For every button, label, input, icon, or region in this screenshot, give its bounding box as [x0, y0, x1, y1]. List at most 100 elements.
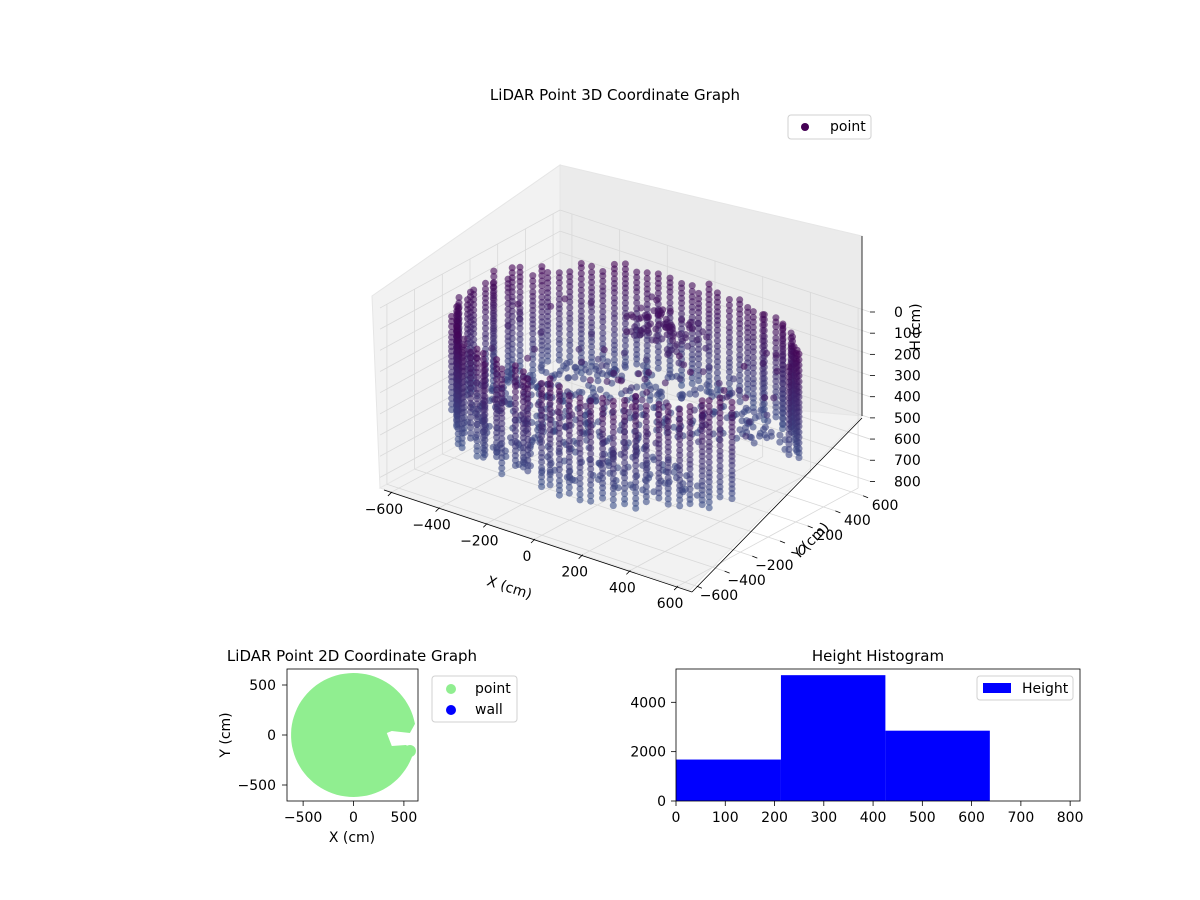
point-3d: [481, 367, 489, 375]
point-3d: [538, 432, 546, 440]
point-3d: [529, 282, 537, 290]
point-3d: [736, 377, 744, 385]
point-3d: [599, 394, 607, 402]
point-3d: [566, 319, 574, 327]
plot3d-points: [448, 260, 803, 512]
point-3d: [599, 323, 607, 331]
point-3d: [467, 379, 475, 387]
point-3d: [524, 456, 532, 464]
x-tick-label: 0: [523, 549, 532, 565]
point-3d: [677, 394, 685, 402]
point-3d: [699, 328, 707, 336]
point-3d: [725, 296, 733, 303]
point-3d: [642, 356, 650, 364]
point-3d: [759, 332, 767, 340]
point-3d: [555, 429, 563, 437]
point-3d: [473, 421, 481, 429]
point-3d: [785, 378, 793, 386]
point-3d: [713, 321, 721, 329]
point-3d: [587, 492, 595, 500]
point-3d: [750, 408, 758, 416]
point-3d: [725, 349, 733, 356]
x-tick-label: 0: [672, 810, 681, 826]
point-3d: [795, 433, 803, 441]
point-3d: [565, 402, 573, 410]
y-tick-label: −600: [700, 588, 738, 604]
point-3d: [702, 344, 710, 352]
point-3d: [529, 306, 537, 314]
point-3d: [655, 454, 663, 462]
point-3d: [538, 351, 546, 359]
point-3d: [473, 389, 481, 397]
x-tick-mark: [387, 491, 393, 497]
plot3d-xticks: −600 −400 −200 0 200 400 600: [365, 491, 683, 612]
point-3d: [795, 408, 803, 416]
y-tick-label: 2000: [630, 745, 666, 761]
point-3d: [759, 360, 767, 367]
point-3d: [654, 359, 662, 366]
point-3d: [628, 384, 635, 392]
point-3d: [725, 307, 733, 315]
point-3d: [643, 342, 651, 350]
point-3d: [609, 484, 617, 492]
point-3d: [664, 423, 672, 431]
point-3d: [713, 347, 721, 355]
point-3d: [716, 441, 724, 449]
point-3d: [481, 411, 489, 419]
point-3d: [511, 400, 519, 407]
point-3d: [656, 388, 664, 396]
point-3d: [705, 290, 713, 298]
point-3d: [481, 426, 489, 434]
point-3d: [705, 324, 713, 332]
point-3d: [623, 313, 631, 320]
point-3d: [511, 366, 519, 374]
point-3d: [637, 327, 645, 335]
point-3d: [467, 354, 475, 362]
point-3d: [676, 425, 684, 433]
point-3d: [673, 341, 681, 349]
point-3d: [676, 405, 684, 413]
point-3d: [632, 422, 640, 430]
point-3d: [654, 275, 662, 282]
point-3d: [538, 379, 546, 387]
y-tick-mark: [779, 540, 786, 544]
point-3d: [795, 439, 803, 447]
point-3d: [750, 439, 758, 447]
point-3d: [664, 489, 672, 497]
point-3d: [538, 473, 546, 481]
point-3d: [640, 382, 648, 390]
point-3d: [642, 466, 650, 474]
point-3d: [695, 314, 703, 322]
point-3d: [493, 365, 501, 373]
point-3d: [759, 343, 767, 351]
point-3d: [579, 375, 587, 383]
point-3d: [716, 436, 724, 444]
point-3d: [795, 454, 803, 462]
point-3d: [705, 397, 713, 405]
point-3d: [524, 385, 532, 393]
point-3d: [504, 357, 512, 365]
point-3d: [529, 366, 537, 374]
point-3d: [538, 464, 546, 472]
point-3d: [458, 394, 466, 402]
z-tick-label: 500: [894, 411, 921, 427]
point-3d: [621, 396, 629, 404]
plot3d-legend: point: [787, 114, 872, 140]
point-3d: [693, 336, 701, 344]
point-3d: [759, 375, 767, 382]
point-3d: [516, 293, 524, 301]
point-3d: [772, 359, 780, 366]
point-3d: [610, 270, 618, 277]
point-3d: [588, 268, 596, 276]
point-3d: [745, 418, 753, 426]
point-3d: [736, 355, 744, 363]
point-3d: [565, 448, 573, 456]
point-3d: [759, 321, 767, 329]
point-3d: [588, 343, 596, 351]
point-3d: [555, 305, 563, 313]
point-3d: [587, 438, 595, 446]
point-3d: [498, 444, 506, 452]
point-3d: [561, 295, 569, 303]
point-3d: [703, 381, 711, 389]
point-3d: [795, 350, 803, 358]
